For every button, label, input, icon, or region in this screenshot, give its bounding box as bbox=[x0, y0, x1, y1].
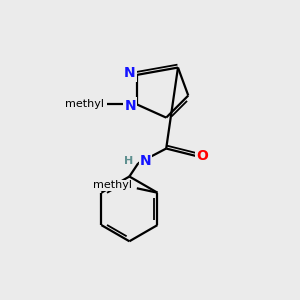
Text: methyl: methyl bbox=[65, 99, 104, 110]
Text: methyl: methyl bbox=[93, 180, 132, 190]
Text: H: H bbox=[124, 156, 133, 166]
Text: N: N bbox=[124, 99, 136, 113]
Text: N: N bbox=[124, 66, 135, 80]
Text: O: O bbox=[196, 149, 208, 163]
Text: N: N bbox=[140, 154, 151, 168]
